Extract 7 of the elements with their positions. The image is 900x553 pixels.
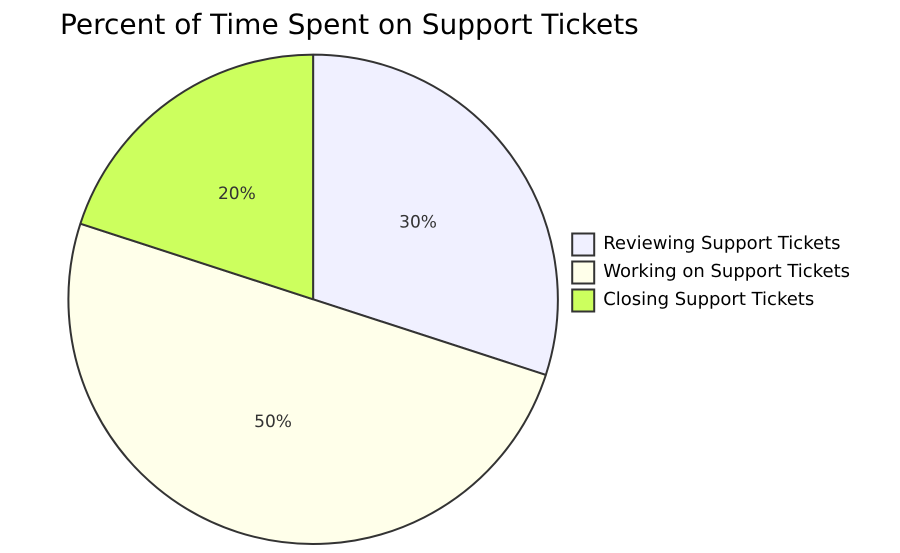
data-label: 30% (399, 212, 437, 232)
data-label: 50% (254, 412, 292, 432)
chart-title: Percent of Time Spent on Support Tickets (60, 8, 639, 42)
legend-label: Working on Support Tickets (603, 261, 850, 282)
legend-label: Closing Support Tickets (603, 289, 814, 310)
legend-label: Reviewing Support Tickets (603, 233, 841, 254)
data-label: 20% (218, 184, 256, 204)
